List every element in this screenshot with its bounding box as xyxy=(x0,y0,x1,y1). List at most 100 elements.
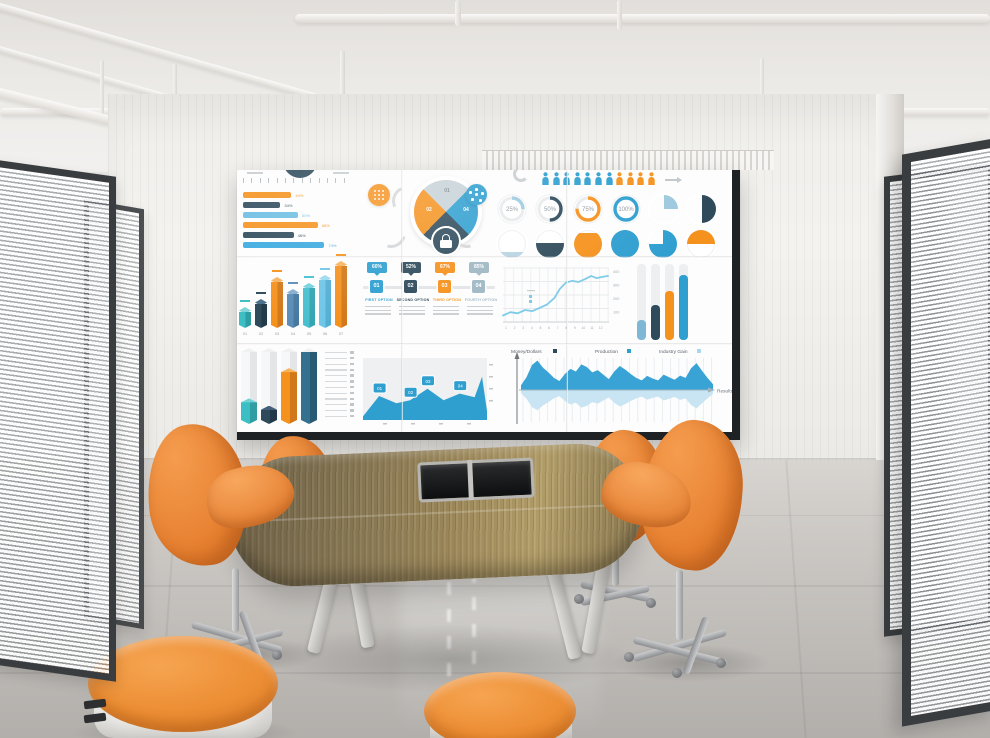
bar xyxy=(243,212,298,218)
ceiling-rod xyxy=(617,0,622,30)
donut-gauge: 100% xyxy=(611,194,641,224)
person-icon xyxy=(605,172,614,185)
ruler-tick xyxy=(251,178,253,183)
placeholder-text-line xyxy=(467,309,493,311)
bar-label: 34% xyxy=(284,203,293,208)
svg-text:75%: 75% xyxy=(582,207,595,213)
column-value-tick xyxy=(304,276,314,278)
svg-text:25%: 25% xyxy=(506,207,519,213)
partial-gauge-icon xyxy=(513,170,529,182)
column xyxy=(335,266,347,328)
column xyxy=(287,294,299,328)
column-label: 03 xyxy=(274,331,280,336)
3d-cylinder-chart xyxy=(239,348,359,430)
list-line xyxy=(325,369,347,371)
ceiling-rod xyxy=(100,60,104,114)
milestone-options-panel: 60% 01 FIRST OPTION 52% 02 SECOND OPTION 67% 03… xyxy=(363,262,497,342)
ruler-tick xyxy=(259,178,261,183)
placeholder-text-line xyxy=(399,306,425,308)
svg-text:50%: 50% xyxy=(544,207,557,213)
placeholder-text-line xyxy=(433,309,459,311)
milestone-title: FOURTH OPTION xyxy=(464,298,498,302)
caster-wheel xyxy=(716,658,726,668)
panel-seam xyxy=(401,170,403,432)
floor-seam xyxy=(0,585,990,587)
person-icon xyxy=(583,172,592,185)
bar-label: 46% xyxy=(297,233,306,238)
fill-gauge xyxy=(498,230,526,258)
cylinder-fill xyxy=(301,352,317,424)
donut-gauge: 75% xyxy=(573,194,603,224)
placeholder-text-line xyxy=(365,309,391,311)
list-line xyxy=(325,415,347,417)
list-line xyxy=(325,386,347,388)
lock-icon xyxy=(433,228,459,254)
bar xyxy=(243,192,292,198)
list-line-label xyxy=(350,351,354,354)
column-label: 06 xyxy=(322,331,328,336)
bar-fill xyxy=(679,274,688,340)
column-value-tick xyxy=(288,282,298,284)
person-icon xyxy=(594,172,603,185)
caster-wheel xyxy=(574,594,584,604)
ruler-tick xyxy=(327,178,328,183)
column-label: 07 xyxy=(338,331,344,336)
milestone-number: 01 xyxy=(370,280,383,293)
column xyxy=(303,288,315,328)
svg-text:12: 12 xyxy=(599,326,603,330)
bar-label: 68% xyxy=(321,223,330,228)
caster-wheel xyxy=(624,652,634,662)
fill-gauge xyxy=(611,230,640,258)
list-line-label xyxy=(350,386,354,389)
floor-light-streak xyxy=(447,555,451,725)
column-value-tick xyxy=(240,300,250,302)
ruler-tick xyxy=(301,178,303,183)
arrow-right-icon xyxy=(665,177,683,183)
svg-text:11: 11 xyxy=(590,326,594,330)
bar-label: 44% xyxy=(295,193,304,198)
ceiling-rod xyxy=(760,58,764,114)
cylinder-fill xyxy=(241,402,257,424)
svg-text:100: 100 xyxy=(613,311,619,315)
bar xyxy=(243,222,318,228)
cutoff-text-line xyxy=(247,172,263,174)
pie-slice-label: 04 xyxy=(463,207,469,213)
list-line xyxy=(325,381,347,383)
list-line-label xyxy=(350,397,354,400)
fill-gauge xyxy=(535,230,564,258)
pie-chart-panel: 01040302 xyxy=(362,170,497,257)
svg-text:9: 9 xyxy=(574,326,576,330)
glass-partition-left xyxy=(0,159,116,682)
bar-fill xyxy=(665,291,674,340)
list-line xyxy=(325,404,347,406)
column-cap xyxy=(287,289,299,296)
line-chart: 400300200100123456789101112 xyxy=(499,262,627,342)
svg-text:04: 04 xyxy=(458,384,464,389)
column-label: 01 xyxy=(242,331,248,336)
column xyxy=(271,282,283,328)
ruler-tick xyxy=(343,178,345,183)
svg-text:200: 200 xyxy=(613,297,619,301)
list-line-label xyxy=(350,357,354,360)
fill-gauge xyxy=(687,230,715,258)
list-line xyxy=(325,357,347,359)
dashboard: 44%34%50%68%46%74% 01040302 25%50%75%100… xyxy=(237,170,732,432)
placeholder-text-line xyxy=(433,306,459,308)
cylinder-fill xyxy=(261,410,277,424)
pie-slice-label: 01 xyxy=(444,188,450,194)
horizontal-bar-chart: 44% 34% 50% 68% 46% 74% xyxy=(239,170,361,257)
pie-slice-label: 02 xyxy=(426,207,432,213)
placeholder-text-line xyxy=(467,306,493,308)
ruler-tick xyxy=(285,178,286,183)
ruler-tick xyxy=(276,178,278,183)
column-value-tick xyxy=(256,292,266,294)
svg-text:7: 7 xyxy=(557,326,559,330)
person-icon xyxy=(636,172,645,185)
column-cap xyxy=(255,299,267,306)
ruler-tick xyxy=(335,178,337,183)
column-cap xyxy=(335,261,347,268)
fill-gauge xyxy=(573,230,602,258)
caster-wheel xyxy=(672,668,682,678)
caster-wheel xyxy=(646,598,656,608)
molecule-icon xyxy=(466,184,487,205)
